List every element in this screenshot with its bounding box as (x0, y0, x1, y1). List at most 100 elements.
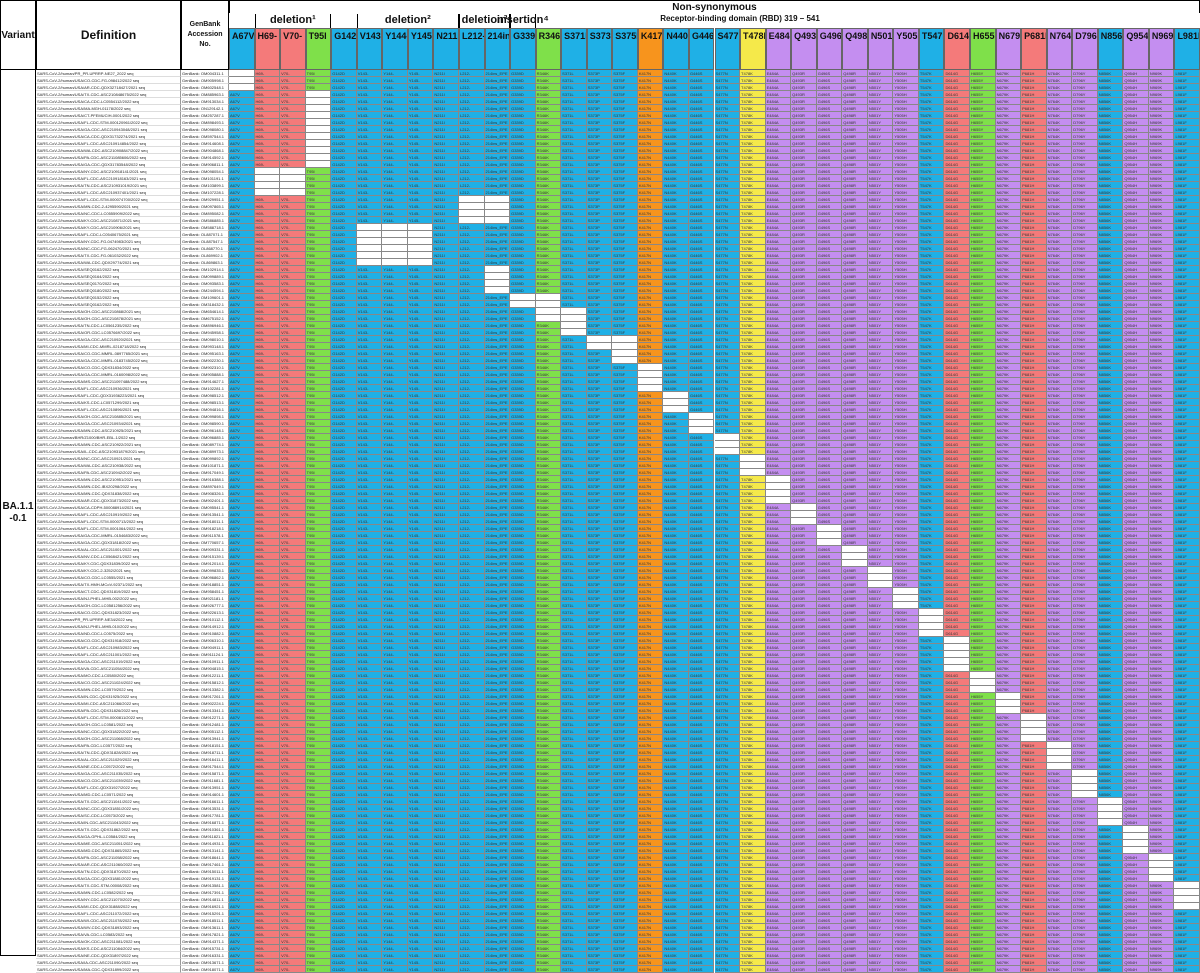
mutation-cell: 214ins_EPE (484, 532, 511, 539)
mutation-cell: S477N (714, 315, 741, 322)
mutation-cell: N856K (1097, 791, 1124, 798)
mutation-cell: N501Y (867, 798, 894, 805)
mutation-cell: G446S (688, 882, 715, 889)
mutation-cell: L212- (458, 637, 485, 644)
mutation-cell: T547K (918, 665, 945, 672)
accession-cell: GenBank: OM004311.1 (181, 70, 229, 77)
mutation-cell: G446S (688, 91, 715, 98)
mutation-cell: T95I (305, 924, 332, 931)
mutation-cell: T547K (918, 553, 945, 560)
mutation-cell: T95I (305, 742, 332, 749)
mutation-cell: G446S (688, 504, 715, 511)
mutation-cell: H69- (254, 854, 281, 861)
mutation-cell: H655Y (970, 280, 996, 287)
mutation-cell: S477N (714, 812, 741, 819)
column-header: N679K (995, 28, 1022, 70)
mutation-cell: S375F (612, 812, 638, 819)
mutation-cell: L981F (1174, 287, 1200, 294)
mutation-cell: S477N (714, 784, 741, 791)
accession-cell: GenBank: OM905112.1 (181, 728, 229, 735)
mutation-cell: Y144- (382, 917, 408, 924)
mutation-cell: Q954H (1123, 490, 1149, 497)
mutation-cell: K417N (637, 588, 664, 595)
mutation-cell: S373P (586, 861, 613, 868)
mutation-cell: V70- (280, 119, 306, 126)
mutation-cell: E484A (765, 805, 792, 812)
mutation-cell: G339D (510, 560, 536, 567)
mutation-cell: Q954H (1123, 210, 1149, 217)
mutation-cell: G142D (331, 847, 357, 854)
definition-cell: SARS-CoV-2/human/USA/AL-CDC-ASC211029/20… (36, 756, 181, 763)
mutation-cell: T95I (305, 805, 332, 812)
mutation-cell: L212- (458, 931, 485, 938)
definition-cell: SARS-CoV-2/human/USA/KY-CDC-QDX31839/202… (36, 560, 181, 567)
definition-cell: SARS-CoV-2/human/USA/CO-CDC-ASC211024/20… (36, 679, 181, 686)
mutation-cell: Y145- (407, 84, 434, 91)
mutation-cell: G142D (331, 84, 357, 91)
mutation-cell: P681H (1021, 490, 1047, 497)
mutation-cell: Q498R (842, 602, 868, 609)
mutation-cell: H655Y (970, 532, 996, 539)
mutation-cell: G339D (510, 637, 536, 644)
mutation-cell: T95I (305, 497, 332, 504)
mutation-cell: N764K (1046, 280, 1073, 287)
mutation-cell: G339D (510, 105, 536, 112)
mutation-cell: R346K (535, 749, 562, 756)
mutation-cell: S371L (561, 406, 587, 413)
mutation-cell: Y144- (382, 385, 408, 392)
mutation-cell: Y145- (407, 595, 434, 602)
mutation-cell: H69- (254, 280, 281, 287)
mutation-cell: H69- (254, 525, 281, 532)
mutation-cell: Q954H (1123, 434, 1149, 441)
mutation-cell: T478K (740, 441, 766, 448)
mutation-cell: T547K (918, 889, 945, 896)
mutation-cell: R346K (535, 231, 562, 238)
mutation-cell: L981F (1174, 364, 1200, 371)
mutation-cell: P681H (1021, 420, 1047, 427)
mutation-cell: Q493R (791, 210, 817, 217)
definition-cell: SARS-CoV-2/human/USA/FL-CDC-ASC211072/20… (36, 910, 181, 917)
mutation-cell: T547K (918, 728, 945, 735)
mutation-cell: Y145- (407, 903, 434, 910)
mutation-cell: N764K (1046, 434, 1073, 441)
mutation-cell: N679K (995, 161, 1022, 168)
mutation-cell: G142D (331, 581, 357, 588)
mutation-cell: S373P (586, 525, 613, 532)
mutation-cell (484, 196, 511, 203)
mutation-cell: E484A (765, 630, 792, 637)
mutation-cell: 214ins_EPE (484, 98, 511, 105)
mutation-cell: A67V (229, 490, 255, 497)
mutation-cell: D796Y (1072, 875, 1098, 882)
mutation-cell: L212- (458, 749, 485, 756)
mutation-cell: P681H (1021, 847, 1047, 854)
mutation-cell: S375F (612, 455, 638, 462)
mutation-cell: N211I (433, 826, 459, 833)
mutation-cell: L981F (1174, 203, 1200, 210)
mutation-cell: N501Y (867, 308, 894, 315)
mutation-cell: V70- (280, 420, 306, 427)
mutation-cell: N501Y (867, 525, 894, 532)
mutation-cell: S371L (561, 539, 587, 546)
mutation-cell: S477N (714, 420, 741, 427)
column-header: N440K (663, 28, 689, 70)
mutation-cell: D614G (944, 252, 971, 259)
mutation-cell: N501Y (867, 777, 894, 784)
mutation-cell: V70- (280, 105, 306, 112)
mutation-cell: V70- (280, 329, 306, 336)
mutation-cell: A67V (229, 875, 255, 882)
mutation-cell: T478K (740, 70, 766, 77)
mutation-cell: D614G (944, 595, 971, 602)
mutation-cell: N211I (433, 805, 459, 812)
mutation-cell: V143- (356, 637, 383, 644)
mutation-cell: S477N (714, 637, 741, 644)
definition-cell: SARS-CoV-2/human/USA/TX-CDC-QDX31862/202… (36, 826, 181, 833)
mutation-cell: K417N (637, 399, 664, 406)
mutation-cell: Y144- (382, 770, 408, 777)
mutation-cell: G446S (688, 609, 715, 616)
mutation-cell: Q498R (842, 273, 868, 280)
mutation-cell: H69- (254, 574, 281, 581)
mutation-cell: T547K (918, 77, 945, 84)
mutation-cell: A67V (229, 182, 255, 189)
mutation-cell: Y145- (407, 126, 434, 133)
mutation-cell: Y144- (382, 707, 408, 714)
